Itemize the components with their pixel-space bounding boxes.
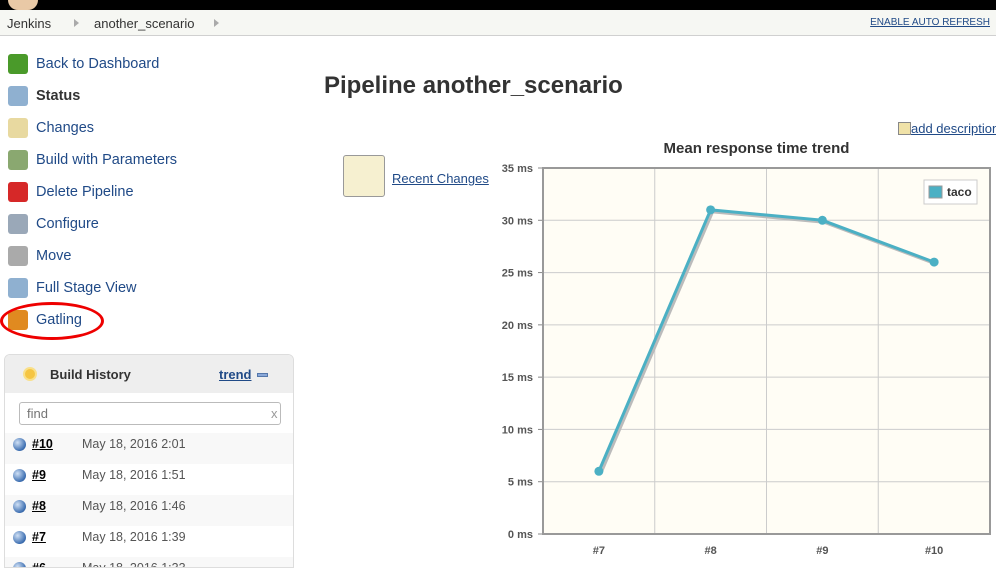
sidebar-item-status[interactable]: Status <box>8 86 80 106</box>
data-point <box>594 466 604 476</box>
status-ball-icon <box>13 469 26 482</box>
x-tick-label: #10 <box>925 545 943 557</box>
breadcrumb-arrow-icon[interactable] <box>74 19 79 27</box>
y-tick-label: 15 ms <box>502 372 533 384</box>
no-entry-icon <box>8 182 28 202</box>
status-ball-icon <box>13 438 26 451</box>
y-tick-label: 30 ms <box>502 215 533 227</box>
sidebar-item-label: Delete Pipeline <box>36 184 134 200</box>
build-link[interactable]: #9 <box>32 468 46 482</box>
sidebar-item-label: Status <box>36 88 81 104</box>
sidebar-item-label: Back to Dashboard <box>36 56 160 72</box>
status-ball-icon <box>13 531 26 544</box>
magnifier-icon <box>8 278 28 298</box>
sidebar-item-delete-pipeline[interactable]: Delete Pipeline <box>8 182 134 202</box>
trend-link[interactable]: trend <box>219 367 252 382</box>
series-line-taco <box>597 208 935 472</box>
build-row: #9 May 18, 2016 1:51 <box>5 464 293 495</box>
status-ball-icon <box>13 500 26 513</box>
collapse-icon[interactable] <box>257 373 268 377</box>
add-description-link[interactable]: add description <box>898 121 996 136</box>
sun-icon <box>23 367 37 381</box>
build-row: #10 May 18, 2016 2:01 <box>5 433 293 464</box>
sidebar-item-move[interactable]: Move <box>8 246 71 266</box>
notepad-icon <box>343 155 385 197</box>
sidebar-item-label: Full Stage View <box>36 280 137 296</box>
add-description-label: add description <box>911 121 996 136</box>
build-history-title: Build History <box>50 367 131 382</box>
wrench-screwdriver-icon <box>8 214 28 234</box>
sidebar-item-build-with-parameters[interactable]: Build with Parameters <box>8 150 177 170</box>
clear-find-button[interactable]: x <box>271 406 278 421</box>
sidebar-item-label: Build with Parameters <box>36 152 178 168</box>
clock-play-icon <box>8 150 28 170</box>
build-link[interactable]: #8 <box>32 499 46 513</box>
build-date[interactable]: May 18, 2016 1:51 <box>82 468 186 482</box>
breadcrumb-arrow-icon[interactable] <box>214 19 219 27</box>
build-row: #7 May 18, 2016 1:39 <box>5 526 293 557</box>
build-row: #6 May 18, 2016 1:33 <box>5 557 293 568</box>
sidebar-item-changes[interactable]: Changes <box>8 118 94 138</box>
breadcrumb-jenkins[interactable]: Jenkins <box>7 16 52 31</box>
sidebar-item-configure[interactable]: Configure <box>8 214 99 234</box>
data-point <box>706 205 716 215</box>
sidebar-item-label: Move <box>36 248 72 264</box>
plot-border <box>542 167 991 535</box>
page-title: Pipeline another_scenario <box>324 72 623 99</box>
y-tick-label: 35 ms <box>502 163 533 175</box>
highlight-circle <box>0 302 104 340</box>
up-arrow-icon <box>8 54 28 74</box>
mean-response-time-chart: 0 ms 5 ms 10 ms 15 ms 20 ms 25 ms 30 ms 35 ms #7… <box>502 140 991 557</box>
x-tick-label: #8 <box>705 545 717 557</box>
x-tick-label: #7 <box>593 545 605 557</box>
chart-title: Mean response time trend <box>664 140 850 157</box>
y-tick-label: 5 ms <box>508 477 533 489</box>
header-bar <box>0 0 996 10</box>
build-row: #8 May 18, 2016 1:46 <box>5 495 293 526</box>
sidebar-item-full-stage-view[interactable]: Full Stage View <box>8 278 136 298</box>
build-link[interactable]: #7 <box>32 530 46 544</box>
build-date[interactable]: May 18, 2016 1:39 <box>82 530 186 544</box>
legend-label: taco <box>947 185 972 199</box>
y-tick-label: 25 ms <box>502 268 533 280</box>
build-date[interactable]: May 18, 2016 1:46 <box>82 499 186 513</box>
sidebar-item-label: Configure <box>36 216 99 232</box>
jenkins-logo[interactable] <box>8 0 38 10</box>
legend-box <box>923 179 978 205</box>
find-input[interactable] <box>19 402 281 425</box>
build-history-header: Build History trend <box>5 355 293 393</box>
status-ball-icon <box>13 562 26 567</box>
sidebar-item-back-to-dashboard[interactable]: Back to Dashboard <box>8 54 159 74</box>
y-tick-label: 10 ms <box>502 424 533 436</box>
data-point <box>929 257 939 267</box>
move-icon <box>8 246 28 266</box>
build-history-panel: Build History trend x #10 May 18, 2016 2:… <box>4 354 294 568</box>
data-point <box>817 215 827 225</box>
magnifier-icon <box>8 86 28 106</box>
recent-changes-link[interactable]: Recent Changes <box>392 171 489 186</box>
build-link[interactable]: #6 <box>32 561 46 568</box>
breadcrumb: Jenkins another_scenario ENABLE AUTO REF… <box>0 10 996 36</box>
build-link[interactable]: #10 <box>32 437 53 451</box>
notepad-icon <box>8 118 28 138</box>
legend-swatch <box>928 185 943 199</box>
x-tick-label: #9 <box>816 545 828 557</box>
build-date[interactable]: May 18, 2016 1:33 <box>82 561 186 568</box>
build-date[interactable]: May 18, 2016 2:01 <box>82 437 186 451</box>
breadcrumb-job[interactable]: another_scenario <box>94 16 195 31</box>
y-tick-label: 20 ms <box>502 320 533 332</box>
enable-auto-refresh-link[interactable]: ENABLE AUTO REFRESH <box>870 17 990 28</box>
edit-icon <box>898 122 911 135</box>
y-tick-label: 0 ms <box>508 529 533 541</box>
sidebar-item-label: Changes <box>36 120 95 136</box>
